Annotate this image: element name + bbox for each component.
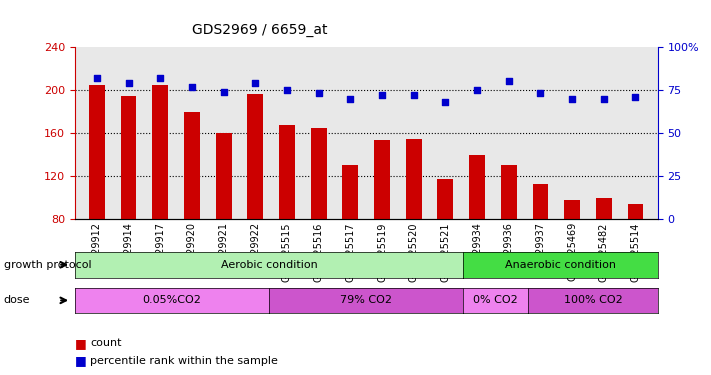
Text: Aerobic condition: Aerobic condition: [220, 260, 317, 270]
Text: ■: ■: [75, 354, 87, 367]
Text: Anaerobic condition: Anaerobic condition: [505, 260, 616, 270]
Point: [154, 75, 166, 81]
Bar: [247, 94, 263, 219]
Text: GDS2969 / 6659_at: GDS2969 / 6659_at: [192, 23, 328, 37]
Bar: [121, 96, 137, 219]
Bar: [628, 204, 643, 219]
Point: [376, 92, 387, 98]
Text: 79% CO2: 79% CO2: [340, 296, 392, 305]
Bar: [311, 128, 326, 219]
Text: dose: dose: [4, 296, 30, 305]
Point: [218, 89, 229, 95]
Bar: [406, 138, 422, 219]
Bar: [89, 85, 105, 219]
Text: percentile rank within the sample: percentile rank within the sample: [90, 356, 278, 366]
Point: [313, 90, 324, 96]
Bar: [184, 112, 200, 219]
Point: [598, 96, 609, 102]
Bar: [343, 165, 358, 219]
Point: [535, 90, 546, 96]
Point: [630, 94, 641, 100]
Bar: [215, 133, 232, 219]
Bar: [374, 140, 390, 219]
Point: [250, 80, 261, 86]
Point: [567, 96, 578, 102]
Bar: [437, 180, 454, 219]
Text: growth protocol: growth protocol: [4, 260, 91, 270]
Bar: [501, 165, 517, 219]
Text: 0% CO2: 0% CO2: [474, 296, 518, 305]
Point: [408, 92, 419, 98]
Point: [186, 84, 198, 90]
Point: [123, 80, 134, 86]
Point: [439, 99, 451, 105]
Bar: [533, 184, 548, 219]
Text: count: count: [90, 338, 122, 348]
Text: 100% CO2: 100% CO2: [564, 296, 622, 305]
Bar: [152, 85, 168, 219]
Bar: [565, 200, 580, 219]
Text: ■: ■: [75, 337, 87, 350]
Text: 0.05%CO2: 0.05%CO2: [142, 296, 201, 305]
Bar: [469, 154, 485, 219]
Point: [345, 96, 356, 102]
Bar: [596, 198, 611, 219]
Point: [471, 87, 483, 93]
Point: [503, 78, 515, 84]
Bar: [279, 124, 295, 219]
Point: [282, 87, 293, 93]
Point: [91, 75, 102, 81]
